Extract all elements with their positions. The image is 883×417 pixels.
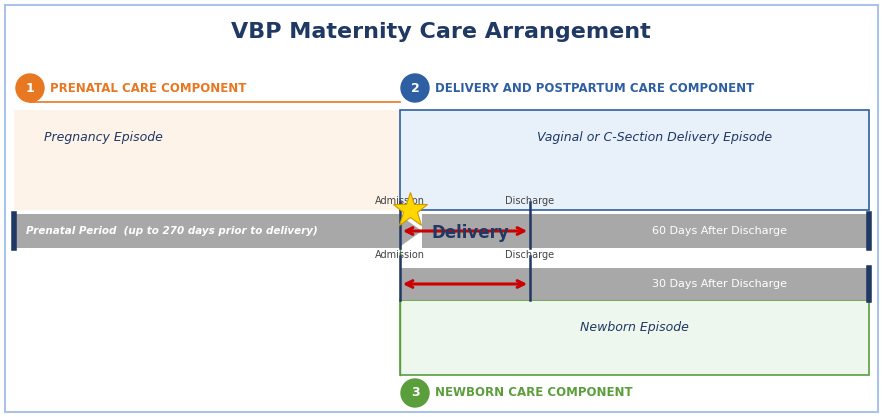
Text: NEWBORN CARE COMPONENT: NEWBORN CARE COMPONENT (435, 387, 632, 399)
FancyBboxPatch shape (5, 5, 878, 412)
Text: VBP Maternity Care Arrangement: VBP Maternity Care Arrangement (231, 22, 651, 42)
FancyBboxPatch shape (400, 300, 869, 375)
Bar (14, 214, 400, 248)
Text: Pregnancy Episode: Pregnancy Episode (44, 131, 162, 145)
Text: Admission: Admission (375, 250, 425, 260)
Circle shape (401, 379, 429, 407)
Text: PRENATAL CARE COMPONENT: PRENATAL CARE COMPONENT (50, 81, 246, 95)
Text: DELIVERY AND POSTPARTUM CARE COMPONENT: DELIVERY AND POSTPARTUM CARE COMPONENT (435, 81, 754, 95)
Text: 30 Days After Discharge: 30 Days After Discharge (652, 279, 787, 289)
Text: 1: 1 (26, 81, 34, 95)
Text: Delivery: Delivery (431, 224, 509, 242)
Bar (400, 268, 869, 300)
Bar (422, 214, 869, 248)
Text: 3: 3 (411, 387, 419, 399)
FancyBboxPatch shape (400, 110, 869, 210)
Text: 60 Days After Discharge: 60 Days After Discharge (652, 226, 787, 236)
Text: Vaginal or C-Section Delivery Episode: Vaginal or C-Section Delivery Episode (537, 131, 772, 145)
Text: Prenatal Period  (up to 270 days prior to delivery): Prenatal Period (up to 270 days prior to… (26, 226, 318, 236)
Text: Newborn Episode: Newborn Episode (580, 322, 689, 334)
Circle shape (16, 74, 44, 102)
Text: 2: 2 (411, 81, 419, 95)
Text: Discharge: Discharge (505, 250, 555, 260)
Text: Discharge: Discharge (505, 196, 555, 206)
Circle shape (401, 74, 429, 102)
Polygon shape (398, 214, 422, 248)
Text: Admission: Admission (375, 196, 425, 206)
FancyBboxPatch shape (14, 110, 400, 210)
